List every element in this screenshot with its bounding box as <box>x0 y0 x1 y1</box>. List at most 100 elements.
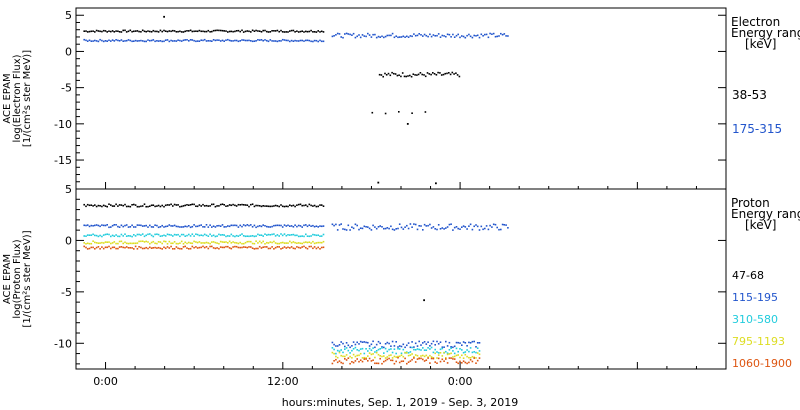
data-point <box>164 30 167 32</box>
data-point <box>172 40 174 42</box>
data-point <box>422 342 424 344</box>
data-point <box>223 241 225 243</box>
data-point <box>166 233 169 236</box>
data-point <box>94 204 96 206</box>
data-point <box>156 233 158 235</box>
data-point <box>281 241 284 244</box>
data-point <box>480 225 483 228</box>
plot-frame <box>75 188 727 370</box>
data-point <box>118 235 121 238</box>
data-point <box>115 30 117 32</box>
data-point <box>175 204 178 206</box>
data-point <box>395 228 397 230</box>
data-point <box>102 29 105 32</box>
data-point <box>242 31 245 33</box>
data-point <box>338 33 341 35</box>
data-point <box>209 205 211 207</box>
data-point <box>223 234 225 236</box>
data-point <box>374 226 376 228</box>
data-point <box>432 72 434 74</box>
data-point <box>108 226 110 229</box>
data-point <box>180 248 183 250</box>
data-point <box>180 40 183 42</box>
data-point <box>335 34 337 36</box>
data-point <box>134 204 137 206</box>
data-point <box>102 204 105 207</box>
data-point <box>429 348 431 350</box>
data-point <box>127 226 130 228</box>
x-tick-label: 0:00 <box>93 375 118 388</box>
data-point <box>255 40 257 42</box>
data-point <box>306 30 309 33</box>
data-point <box>179 247 181 250</box>
y-tick-label: -15 <box>54 154 72 167</box>
data-point <box>271 30 273 32</box>
data-point <box>163 29 165 32</box>
data-point <box>182 246 185 248</box>
data-point <box>393 345 396 347</box>
data-point <box>127 39 130 41</box>
data-point <box>409 223 412 225</box>
data-point <box>138 205 140 208</box>
data-point <box>278 246 280 248</box>
data-point <box>179 39 181 42</box>
data-point <box>422 354 424 357</box>
data-point <box>131 204 133 206</box>
data-point <box>289 247 291 249</box>
data-point <box>388 354 390 357</box>
data-point <box>363 358 366 360</box>
data-point <box>439 228 442 230</box>
data-point <box>496 35 498 38</box>
data-point <box>136 242 139 244</box>
data-point <box>182 39 185 42</box>
data-point <box>430 346 433 349</box>
data-point <box>336 345 339 347</box>
data-point <box>101 39 103 42</box>
data-point <box>250 40 252 42</box>
data-point <box>409 74 411 77</box>
data-point <box>94 248 96 250</box>
data-point <box>159 205 162 208</box>
data-point <box>452 229 454 231</box>
data-point <box>340 361 342 364</box>
data-point <box>423 33 426 36</box>
data-point <box>421 73 423 76</box>
data-point <box>99 242 101 244</box>
data-point <box>271 225 273 228</box>
data-point <box>340 349 342 351</box>
data-point <box>430 73 432 76</box>
data-point <box>219 203 222 206</box>
data-point <box>372 340 374 343</box>
data-point <box>97 30 100 32</box>
data-point <box>127 242 130 245</box>
data-point <box>292 247 295 250</box>
legend-title-line: Energy ranges <box>731 26 800 40</box>
data-point <box>273 30 275 32</box>
data-point <box>267 247 270 250</box>
data-point <box>363 356 366 359</box>
data-point <box>83 203 85 206</box>
data-point <box>164 204 167 207</box>
data-point <box>214 226 217 228</box>
data-point <box>475 35 477 37</box>
data-point <box>83 235 85 237</box>
data-point <box>285 225 288 227</box>
data-point <box>172 248 174 250</box>
data-point <box>500 228 502 231</box>
data-point <box>195 205 197 207</box>
data-point <box>310 204 312 207</box>
data-point <box>464 351 467 353</box>
data-point <box>313 225 316 228</box>
data-point <box>83 30 85 32</box>
data-point <box>101 224 103 226</box>
data-point <box>131 30 133 33</box>
data-point <box>257 30 259 32</box>
data-point <box>416 358 419 360</box>
data-point <box>356 349 358 351</box>
data-point <box>214 241 217 244</box>
data-point <box>193 246 195 249</box>
data-point <box>235 234 238 237</box>
data-point <box>287 246 289 249</box>
data-point <box>235 245 238 248</box>
legend-entry: 1060-1900 <box>732 357 792 370</box>
